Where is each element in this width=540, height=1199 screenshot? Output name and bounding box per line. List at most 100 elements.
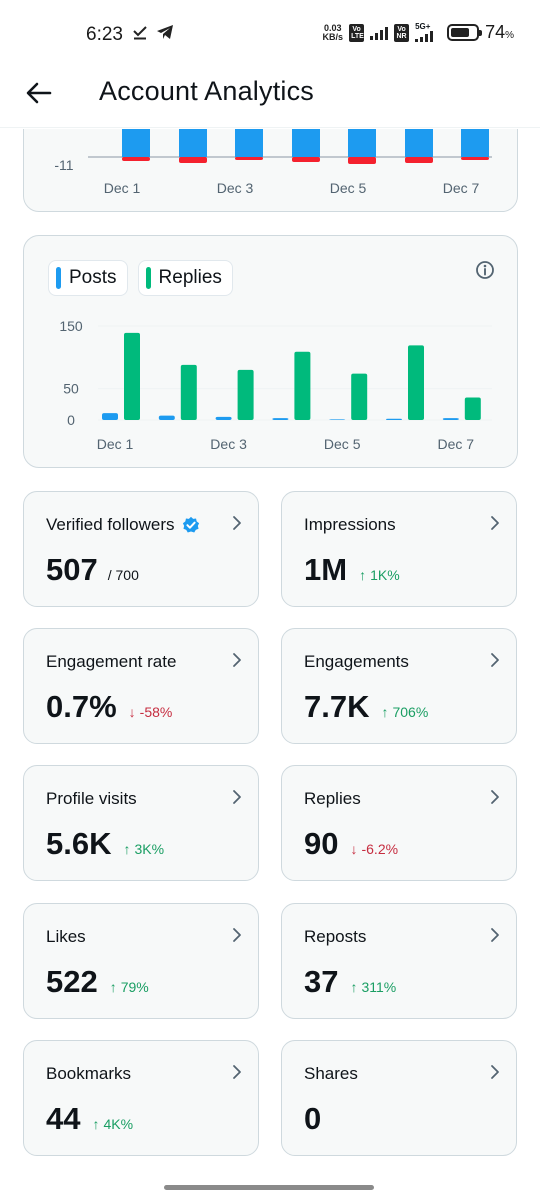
chart-y-tick: 150	[59, 318, 83, 334]
arrow-up-icon: ↑	[359, 567, 367, 583]
bar-posts	[215, 416, 232, 420]
bar-posts	[442, 418, 459, 420]
metric-card-verified-followers[interactable]: Verified followers 507 / 700	[23, 491, 259, 607]
chevron-right-icon	[491, 653, 499, 667]
metric-change: ↑ 3K%	[123, 841, 164, 857]
metric-value-row: 0.7% ↓ -58%	[46, 689, 172, 725]
top-chart-positive-bar	[405, 129, 433, 157]
top-chart-x-label: Dec 7	[443, 180, 480, 196]
legend-posts[interactable]: Posts	[48, 260, 128, 296]
arrow-up-icon: ↑	[123, 841, 131, 857]
legend-swatch-replies	[145, 267, 151, 289]
metric-label-text: Engagement rate	[46, 652, 177, 671]
metric-label: Impressions	[304, 515, 396, 535]
bar-posts	[272, 418, 289, 420]
status-bar: 6:23 0.03 KB/s Vo LTE Vo NR 5G+ 74%	[0, 0, 540, 70]
metric-label-text: Replies	[304, 789, 361, 808]
metric-label-text: Profile visits	[46, 789, 137, 808]
metric-label: Reposts	[304, 927, 366, 947]
bar-posts	[158, 415, 175, 420]
metric-card-impressions[interactable]: Impressions 1M ↑ 1K%	[281, 491, 517, 607]
metric-card-shares[interactable]: Shares 0	[281, 1040, 517, 1156]
metric-change: ↓ -6.2%	[350, 841, 398, 857]
posts-replies-chart: 0 50 150 Dec 1 Dec 3 Dec 5 Dec 7	[59, 318, 492, 452]
metric-change: ↓ -58%	[129, 704, 173, 720]
metric-label: Replies	[304, 789, 361, 809]
metric-value: 507	[46, 552, 98, 587]
battery-percent: 74%	[485, 22, 514, 42]
metric-card-profile-visits[interactable]: Profile visits 5.6K ↑ 3K%	[23, 765, 259, 881]
metric-change: ↑ 706%	[381, 704, 428, 720]
info-icon[interactable]	[475, 260, 495, 280]
chevron-right-icon	[233, 790, 241, 804]
bar-posts	[329, 419, 346, 420]
top-chart-negative-bar	[179, 157, 207, 163]
arrow-up-icon: ↑	[109, 979, 117, 995]
arrow-up-icon: ↑	[381, 704, 389, 720]
metric-card-replies[interactable]: Replies 90 ↓ -6.2%	[281, 765, 517, 881]
top-chart-viewport: -11 Dec 1 Dec 3 Dec 5 Dec 7	[0, 129, 540, 219]
metric-change-value: 3K%	[134, 841, 165, 857]
sim2-tag: Vo NR	[394, 23, 410, 42]
metric-card-engagements[interactable]: Engagements 7.7K ↑ 706%	[281, 628, 517, 744]
top-chart-y-tick: -11	[54, 157, 73, 173]
metric-label-text: Shares	[304, 1064, 358, 1083]
bar-replies	[464, 397, 481, 420]
app-header: Account Analytics	[0, 62, 540, 128]
legend-replies[interactable]: Replies	[137, 260, 233, 296]
metric-value: 44	[46, 1101, 81, 1136]
metric-value: 522	[46, 964, 98, 999]
top-chart-positive-bar	[122, 129, 150, 157]
metric-card-likes[interactable]: Likes 522 ↑ 79%	[23, 903, 259, 1019]
chevron-right-icon	[491, 790, 499, 804]
metric-label: Likes	[46, 927, 86, 947]
top-chart-x-label: Dec 5	[330, 180, 367, 196]
sim1-tag: Vo LTE	[349, 23, 365, 42]
legend-label-posts: Posts	[69, 267, 117, 288]
sim2-signal: 5G+	[415, 22, 434, 42]
metric-change-value: 1K%	[370, 567, 400, 583]
legend-label-replies: Replies	[158, 267, 222, 288]
chevron-right-icon	[233, 928, 241, 942]
chart-y-tick: 0	[67, 412, 75, 428]
bar-replies	[124, 332, 140, 420]
metric-card-bookmarks[interactable]: Bookmarks 44 ↑ 4K%	[23, 1040, 259, 1156]
metric-value: 5.6K	[46, 826, 112, 861]
top-chart-negative-bar	[405, 157, 433, 163]
top-chart-positive-bar	[461, 129, 489, 157]
metric-label-text: Impressions	[304, 515, 396, 534]
bar-replies	[237, 369, 254, 420]
metric-change-value: 706%	[392, 704, 429, 720]
metric-card-reposts[interactable]: Reposts 37 ↑ 311%	[281, 903, 517, 1019]
signal-icon-sim2	[415, 31, 434, 42]
metric-change-value: -6.2%	[361, 841, 399, 857]
metric-change-value: 79%	[120, 979, 149, 995]
arrow-left-icon	[26, 82, 52, 104]
metric-card-engagement-rate[interactable]: Engagement rate 0.7% ↓ -58%	[23, 628, 259, 744]
chevron-right-icon	[233, 1065, 241, 1079]
bar-posts	[102, 413, 118, 420]
chevron-right-icon	[491, 928, 499, 942]
battery-fill	[451, 28, 469, 37]
metric-label-text: Reposts	[304, 927, 367, 946]
metric-label: Engagement rate	[46, 652, 176, 672]
sim2-network: 5G+	[415, 22, 431, 31]
metric-label-text: Likes	[46, 927, 86, 946]
top-chart-positive-bar	[348, 129, 376, 157]
home-indicator[interactable]	[164, 1185, 374, 1190]
verified-badge-icon	[182, 516, 199, 533]
notification-icons	[132, 24, 174, 40]
metric-value-row: 0	[304, 1101, 321, 1137]
top-chart-negative-bar	[348, 157, 376, 164]
bar-replies	[351, 373, 368, 420]
metric-label: Engagements	[304, 652, 409, 672]
metric-change-value: 311%	[361, 979, 397, 995]
chart-y-tick: 50	[63, 381, 79, 397]
posts-replies-chart-card: Posts Replies 0 50 150 Dec 1 Dec 3 Dec 5 Dec 7	[23, 235, 518, 468]
back-button[interactable]	[22, 76, 56, 110]
metric-label: Profile visits	[46, 789, 137, 809]
metric-value: 7.7K	[304, 689, 370, 724]
chart-x-tick: Dec 3	[210, 436, 247, 452]
bar-posts	[386, 418, 402, 420]
legend-swatch-posts	[56, 267, 61, 289]
